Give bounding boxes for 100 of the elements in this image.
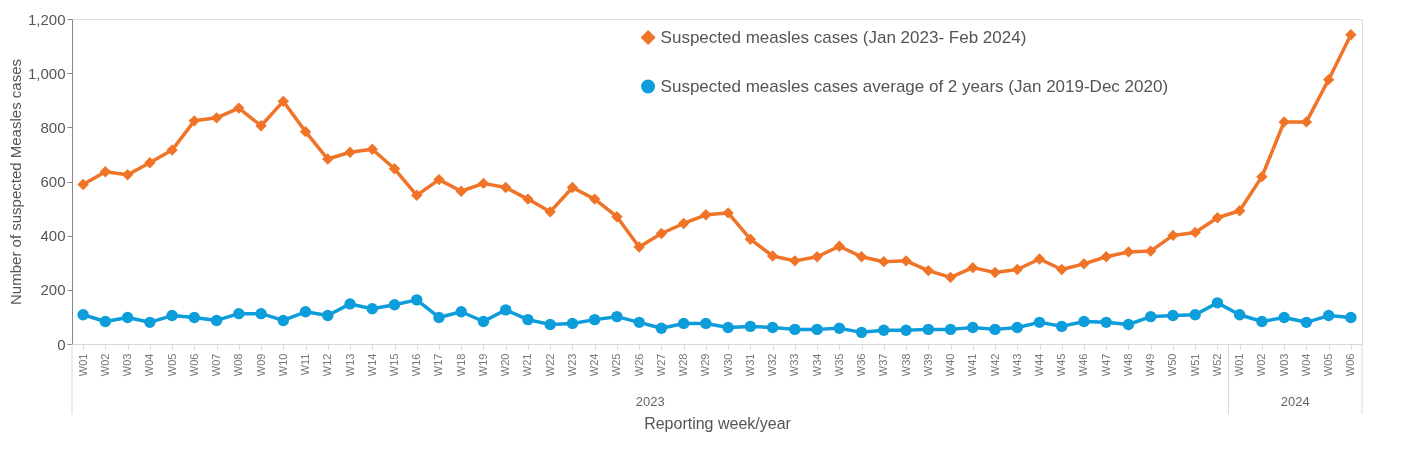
point — [233, 102, 245, 114]
x-tick-label: W44 — [1033, 353, 1045, 377]
point — [344, 146, 356, 158]
point — [522, 193, 534, 205]
point — [144, 316, 156, 329]
y-axis-title: Number of suspected Measles cases — [6, 59, 24, 305]
x-tick-label: W18 — [454, 353, 467, 377]
point — [255, 307, 267, 320]
point — [655, 322, 668, 334]
point — [1100, 316, 1112, 329]
point — [344, 298, 356, 310]
point — [1322, 73, 1335, 86]
point — [722, 321, 734, 334]
point — [766, 321, 779, 334]
text: 2024 — [1280, 394, 1310, 409]
x-tick-label: W28 — [677, 353, 690, 377]
point — [989, 266, 1001, 279]
point — [1345, 29, 1357, 41]
x-tick-label: W10 — [276, 353, 289, 377]
point — [144, 157, 156, 169]
x-tick-label: W04 — [143, 353, 156, 377]
point — [277, 314, 289, 327]
point — [1189, 226, 1201, 239]
point — [210, 314, 223, 327]
point — [967, 261, 979, 274]
x-tick-label: W07 — [210, 353, 223, 377]
point — [477, 315, 490, 328]
point — [1211, 212, 1224, 224]
point — [1256, 170, 1268, 183]
x-tick-label: W03 — [1277, 353, 1290, 377]
point — [544, 206, 556, 218]
x-tick-label: W31 — [743, 353, 756, 377]
point — [210, 112, 223, 124]
x-tick-label: W20 — [499, 353, 512, 377]
point — [566, 317, 579, 330]
point — [255, 120, 267, 132]
legend-label: Suspected measles cases (Jan 2023- Feb 2024) — [660, 27, 1027, 47]
point — [1278, 311, 1290, 324]
point — [299, 306, 312, 318]
x-tick-label: W39 — [921, 353, 934, 377]
point — [1033, 316, 1046, 329]
point — [900, 324, 912, 336]
point — [1056, 263, 1068, 276]
point — [744, 320, 757, 333]
x-tick-label: W01 — [1233, 353, 1246, 377]
x-tick-label: W22 — [543, 353, 556, 377]
point — [1256, 315, 1268, 328]
point — [878, 324, 890, 336]
point — [944, 271, 957, 284]
x-tick-label: W52 — [1210, 353, 1223, 377]
point — [588, 193, 601, 205]
x-tick-label: W32 — [766, 353, 779, 377]
x-tick-label: W05 — [1322, 353, 1335, 377]
x-tick-label: W16 — [410, 353, 423, 377]
point — [1233, 205, 1246, 217]
point — [789, 255, 801, 267]
point — [121, 169, 134, 181]
point — [566, 181, 579, 194]
point — [411, 294, 423, 306]
x-tick-label: W37 — [877, 353, 890, 377]
y-tick-label: 0 — [57, 335, 66, 353]
point — [299, 125, 312, 138]
point — [811, 251, 823, 263]
point — [1033, 253, 1046, 265]
point — [588, 313, 601, 326]
point — [277, 95, 289, 108]
point — [544, 318, 556, 331]
point — [1056, 320, 1068, 333]
point — [1167, 229, 1179, 242]
x-tick-label: W09 — [254, 353, 267, 377]
point — [677, 217, 690, 230]
point — [233, 307, 245, 320]
x-tick-label: W42 — [988, 353, 1001, 377]
point — [322, 309, 334, 322]
x-tick-label: W47 — [1099, 353, 1112, 377]
x-tick-label: W50 — [1166, 353, 1179, 377]
point — [633, 316, 645, 329]
x-tick-label: W13 — [343, 353, 356, 377]
x-tick-label: W35 — [832, 353, 845, 377]
x-tick-label: W49 — [1144, 353, 1157, 377]
point — [411, 189, 423, 202]
x-tick-label: W34 — [810, 353, 823, 377]
point — [967, 321, 979, 334]
x-tick-label: W51 — [1188, 353, 1201, 377]
point — [77, 178, 89, 191]
legend-label: Suspected measles cases average of 2 years (Jan 2019-Dec 2020) — [660, 76, 1169, 96]
point — [433, 173, 445, 186]
point — [522, 313, 534, 326]
x-tick-label: W25 — [610, 353, 623, 377]
x-tick-label: W02 — [1255, 353, 1268, 377]
point — [989, 323, 1001, 336]
point — [500, 304, 512, 316]
point — [99, 166, 112, 178]
point — [1078, 258, 1090, 270]
point — [855, 251, 868, 263]
point — [1145, 310, 1157, 323]
x-tick-label: W12 — [321, 353, 334, 377]
point — [1233, 309, 1246, 321]
point — [789, 323, 801, 336]
point — [121, 311, 134, 324]
